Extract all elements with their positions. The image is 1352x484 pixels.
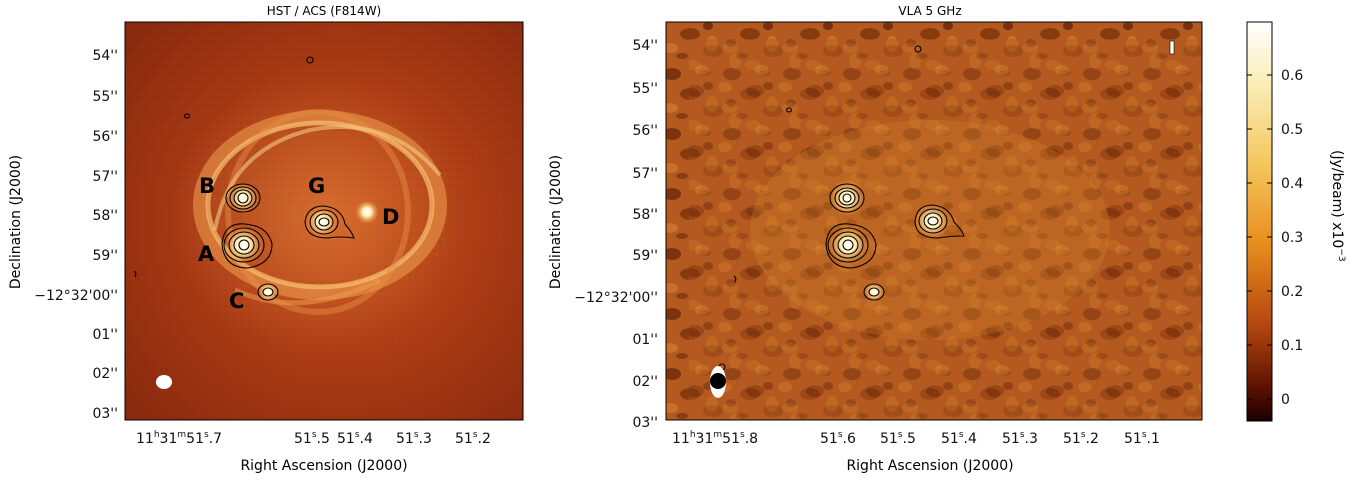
hst-panel: HST / ACS (F814W) <box>8 4 524 474</box>
colorbar-tick-label: 0.3 <box>1281 230 1303 246</box>
y-tick-label: 55'' <box>632 81 658 97</box>
colorbar-tick-label: 0.2 <box>1281 284 1303 300</box>
x-tick-label: 51s.1 <box>1124 430 1160 447</box>
vla-yticks: 54'' 55'' 56'' 57'' 58'' 59'' −12°32'00'… <box>574 38 658 431</box>
hst-beam <box>156 375 172 389</box>
y-tick-label: 03'' <box>92 406 118 422</box>
colorbar: 0.6 0.5 0.4 0.3 0.2 0.1 0 (Jy/beam) x10−… <box>1246 21 1346 422</box>
y-tick-label: 01'' <box>632 332 658 348</box>
colorbar-tick-label: 0.4 <box>1281 176 1303 192</box>
y-tick-label: 59'' <box>92 248 118 264</box>
image-label-g: G <box>308 174 325 198</box>
hst-title: HST / ACS (F814W) <box>267 4 382 18</box>
hst-xticks: 11h31m51s.7 51s.5 51s.4 51s.3 51s.2 <box>136 430 491 447</box>
y-tick-label: 54'' <box>92 48 118 64</box>
hst-image <box>125 22 523 420</box>
vla-xticks: 11h31m51s.8 51s.6 51s.5 51s.4 51s.3 51s.… <box>672 430 1160 447</box>
y-tick-label: −12°32'00'' <box>574 290 658 306</box>
x-tick-label: 51s.4 <box>337 430 373 447</box>
x-tick-label: 51s.2 <box>1063 430 1099 447</box>
image-label-a: A <box>198 242 215 266</box>
x-tick-label: 11h31m51s.7 <box>136 430 222 447</box>
y-tick-label: 56'' <box>632 123 658 139</box>
y-tick-label: −12°32'00'' <box>34 288 118 304</box>
x-tick-label: 51s.3 <box>1002 430 1038 447</box>
image-label-d: D <box>382 205 399 229</box>
hst-xlabel: Right Ascension (J2000) <box>240 458 407 474</box>
y-tick-label: 03'' <box>632 415 658 431</box>
y-tick-label: 59'' <box>632 248 658 264</box>
colorbar-label: (Jy/beam) x10−3 <box>1329 150 1346 262</box>
y-tick-label: 58'' <box>632 207 658 223</box>
hst-yticks: 54'' 55'' 56'' 57'' 58'' 59'' −12°32'00'… <box>34 48 118 422</box>
y-tick-label: 57'' <box>632 166 658 182</box>
y-tick-label: 01'' <box>92 327 118 343</box>
y-tick-label: 54'' <box>632 38 658 54</box>
hst-contours <box>133 56 355 301</box>
vla-ylabel: Declination (J2000) <box>548 155 564 289</box>
image-label-c: C <box>229 289 244 313</box>
colorbar-tick-label: 0 <box>1281 392 1290 408</box>
colorbar-tick-label: 0.6 <box>1281 68 1303 84</box>
x-tick-label: 51s.3 <box>396 430 432 447</box>
vla-xlabel: Right Ascension (J2000) <box>846 458 1013 474</box>
x-tick-label: 51s.5 <box>880 430 916 447</box>
colorbar-tick-label: 0.1 <box>1281 338 1303 354</box>
colorbar-gradient <box>1246 21 1273 422</box>
vla-panel: VLA 5 GHz <box>548 4 1203 474</box>
image-label-b: B <box>199 174 215 198</box>
y-tick-label: 57'' <box>92 169 118 185</box>
y-tick-label: 02'' <box>92 366 118 382</box>
vla-image <box>666 22 1202 420</box>
hst-ylabel: Declination (J2000) <box>8 155 24 289</box>
x-tick-label: 51s.2 <box>455 430 491 447</box>
vla-scale-marker <box>1169 40 1175 55</box>
y-tick-label: 55'' <box>92 89 118 105</box>
x-tick-label: 51s.6 <box>820 430 856 447</box>
vla-contours <box>718 45 965 371</box>
y-tick-label: 56'' <box>92 129 118 145</box>
y-tick-label: 02'' <box>632 374 658 390</box>
colorbar-tick-label: 0.5 <box>1281 122 1303 138</box>
y-tick-label: 58'' <box>92 208 118 224</box>
x-tick-label: 51s.4 <box>941 430 977 447</box>
x-tick-label: 51s.5 <box>294 430 330 447</box>
x-tick-label: 11h31m51s.8 <box>672 430 758 447</box>
vla-title: VLA 5 GHz <box>898 4 961 18</box>
